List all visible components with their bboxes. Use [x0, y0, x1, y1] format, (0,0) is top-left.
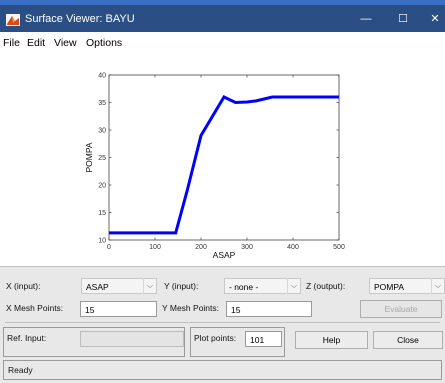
- control-panel: X (input): ASAP ⌵ Y (input): - none - ⌵ …: [0, 266, 445, 383]
- y-tick-label: 30: [98, 128, 106, 135]
- ref-input-label: Ref. Input:: [7, 333, 47, 343]
- menu-options[interactable]: Options: [86, 37, 123, 49]
- menu-view[interactable]: View: [54, 37, 77, 49]
- chevron-down-icon: ⌵: [143, 278, 156, 294]
- x-axis-label: ASAP: [213, 250, 236, 260]
- x-input-label: X (input):: [6, 281, 41, 291]
- divider: [5, 322, 440, 323]
- y-tick-label: 40: [98, 73, 106, 80]
- status-frame: [3, 360, 442, 380]
- plot-points-frame: [190, 327, 285, 357]
- x-tick-label: 200: [195, 244, 207, 251]
- title-bar-strip: [0, 0, 445, 5]
- y-input-dropdown[interactable]: - none - ⌵: [224, 278, 301, 294]
- y-tick-label: 15: [98, 210, 106, 217]
- data-line: [109, 95, 339, 235]
- x-tick-label: 300: [241, 244, 253, 251]
- z-output-dropdown[interactable]: POMPA ⌵: [369, 278, 445, 294]
- minimize-button[interactable]: —: [360, 13, 372, 25]
- y-tick-label: 20: [98, 183, 106, 190]
- x-input-value: ASAP: [86, 282, 109, 292]
- y-tick-label: 10: [98, 238, 106, 245]
- plot-points-label: Plot points:: [194, 333, 237, 343]
- plot-box: [108, 74, 340, 241]
- help-button[interactable]: Help: [295, 331, 368, 349]
- menu-file[interactable]: File: [3, 37, 20, 49]
- evaluate-button[interactable]: Evaluate: [360, 300, 442, 318]
- plot-area: 0 100 200 300 400 500 10 15 20 25 30 35 40 ASAP POMPA: [0, 54, 445, 266]
- matlab-icon: [6, 14, 20, 26]
- x-tick-label: 400: [287, 244, 299, 251]
- status-text: Ready: [8, 365, 33, 375]
- x-input-dropdown[interactable]: ASAP ⌵: [81, 278, 157, 294]
- x-tick-label: 500: [333, 244, 345, 251]
- z-output-label: Z (output):: [306, 281, 346, 291]
- ref-input-field[interactable]: [80, 331, 184, 347]
- plot-points-input[interactable]: 101: [245, 331, 282, 347]
- x-mesh-label: X Mesh Points:: [6, 303, 64, 313]
- z-output-value: POMPA: [374, 282, 405, 292]
- maximize-button[interactable]: ☐: [398, 13, 408, 25]
- y-tick-label: 25: [98, 155, 106, 162]
- y-axis-label: POMPA: [84, 142, 94, 172]
- chevron-down-icon: ⌵: [431, 278, 444, 294]
- y-mesh-label: Y Mesh Points:: [162, 303, 220, 313]
- window-title: Surface Viewer: BAYU: [25, 13, 135, 25]
- close-button[interactable]: Close: [373, 331, 443, 349]
- x-mesh-input[interactable]: 15: [80, 301, 157, 317]
- y-tick-label: 35: [98, 100, 106, 107]
- menu-edit[interactable]: Edit: [27, 37, 46, 49]
- y-input-value: - none -: [229, 282, 259, 292]
- surface-chart: 0 100 200 300 400 500 10 15 20 25 30 35 40 ASAP POMPA: [84, 73, 345, 261]
- close-window-button[interactable]: ✕: [430, 13, 440, 25]
- y-mesh-input[interactable]: 15: [226, 301, 312, 317]
- chevron-down-icon: ⌵: [287, 278, 300, 294]
- title-bar: Surface Viewer: BAYU — ☐ ✕: [0, 0, 445, 32]
- x-tick-label: 0: [107, 244, 111, 251]
- x-tick-label: 100: [149, 244, 161, 251]
- ref-input-frame: [3, 327, 185, 357]
- menu-bar: File Edit View Options: [0, 32, 445, 54]
- y-input-label: Y (input):: [164, 281, 199, 291]
